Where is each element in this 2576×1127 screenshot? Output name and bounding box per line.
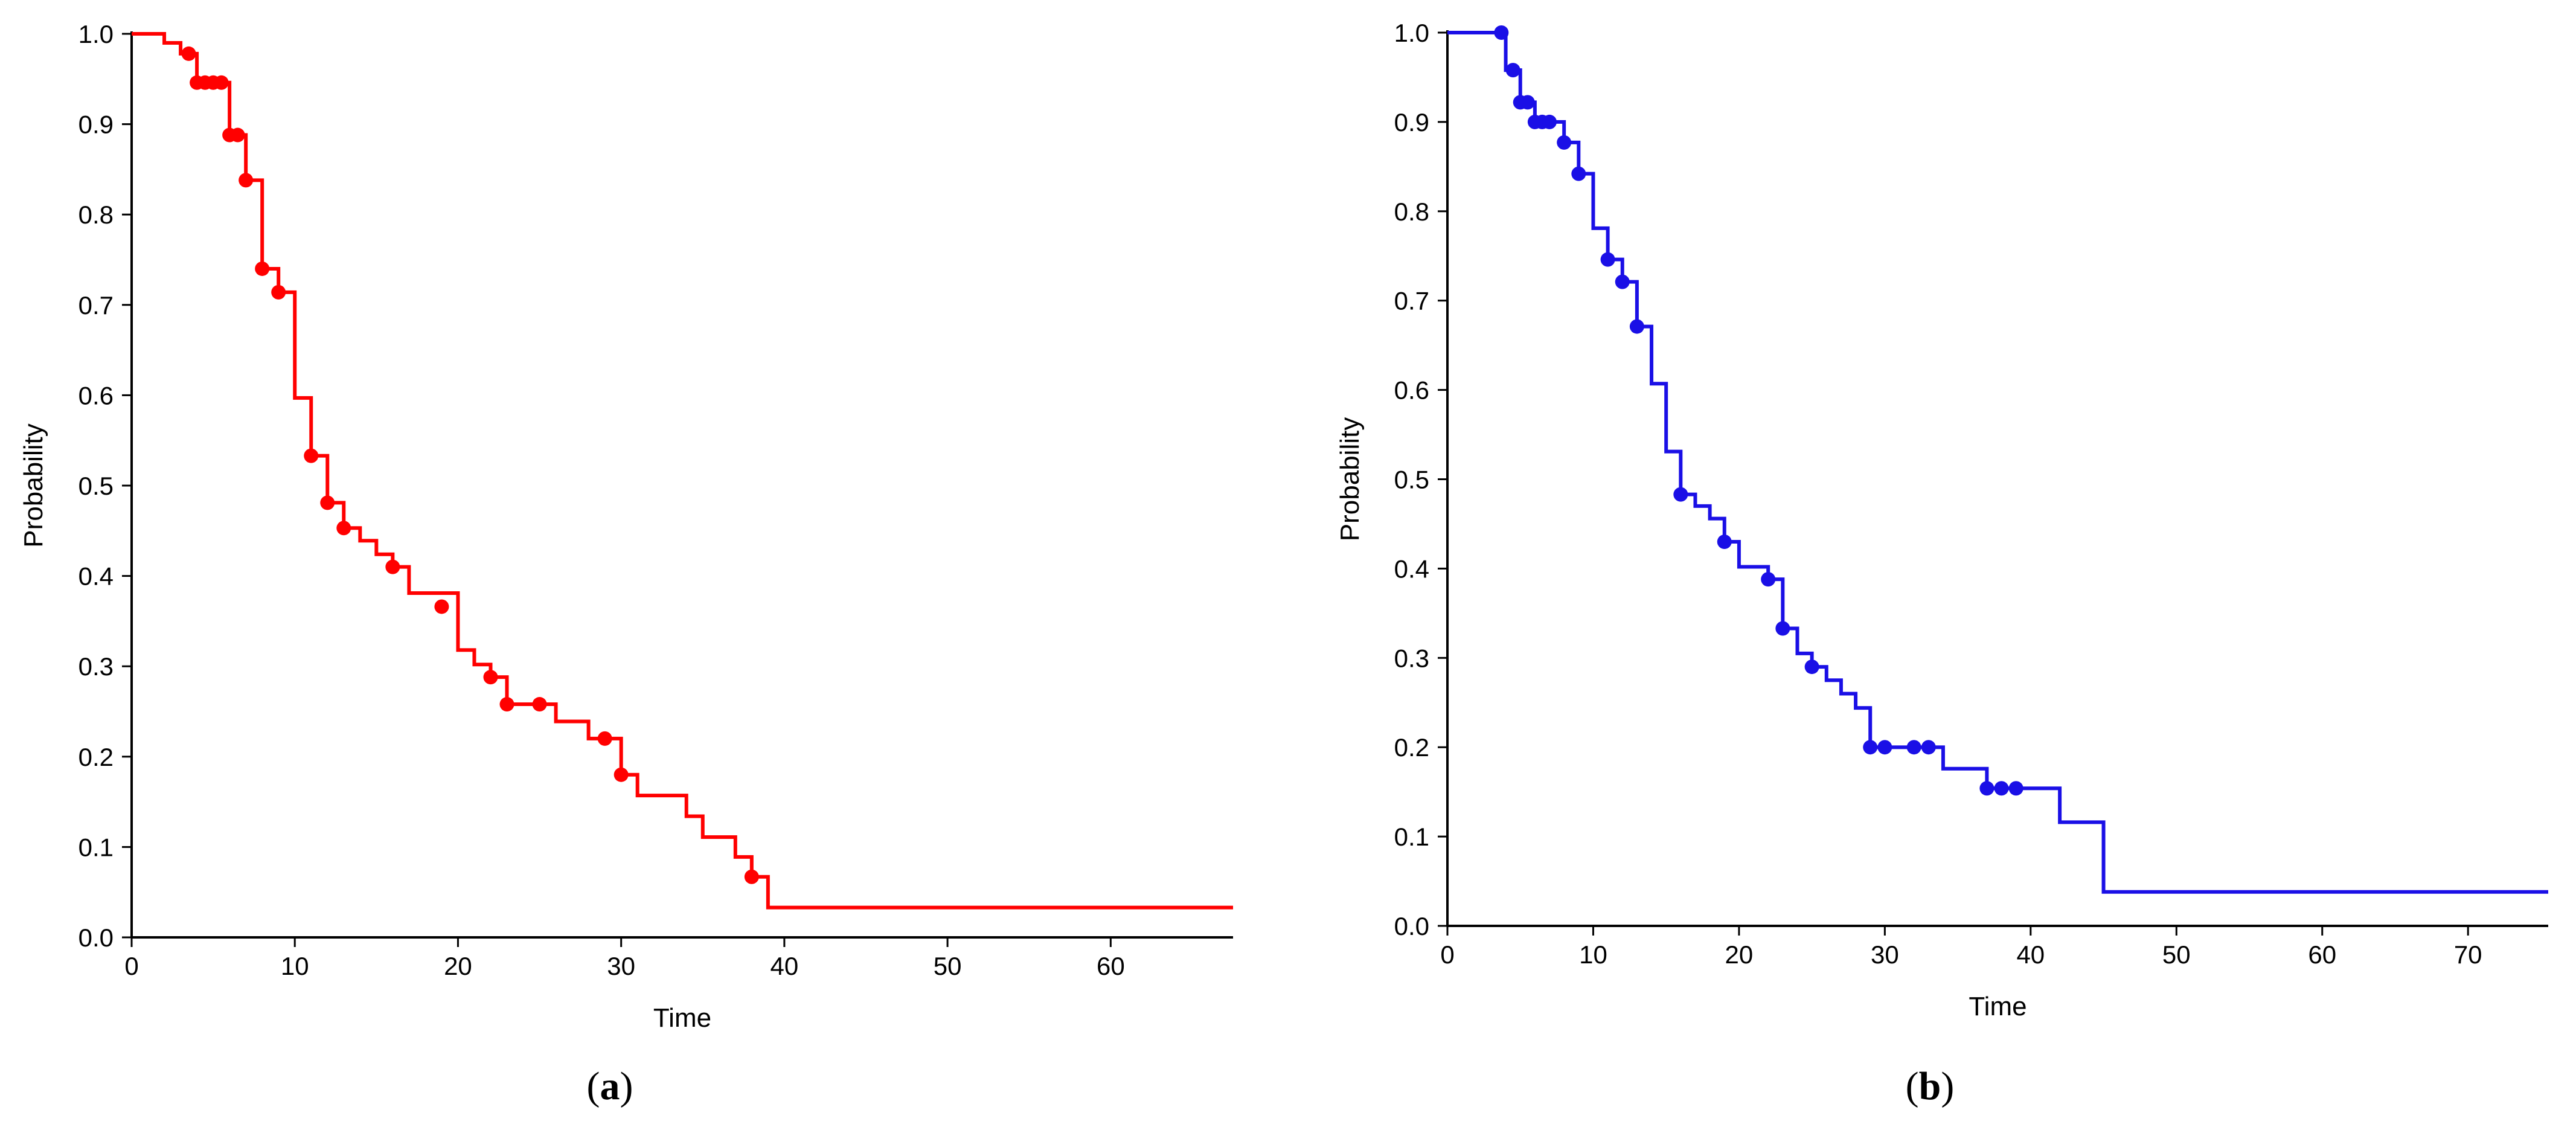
y-tick-label: 0.3 (78, 652, 114, 681)
censor-point (1520, 95, 1535, 110)
y-tick-label: 0.9 (78, 111, 114, 139)
censor-point (320, 495, 335, 510)
censor-point (1494, 25, 1509, 40)
censor-point (214, 75, 229, 90)
censor-point (1615, 274, 1630, 289)
censor-point (1979, 781, 1994, 796)
y-tick-label: 0.5 (78, 472, 114, 500)
x-tick-label: 60 (2308, 940, 2336, 969)
censor-point (483, 670, 498, 685)
y-tick-label: 0.8 (1394, 197, 1429, 226)
y-tick-label: 0.4 (1394, 554, 1429, 583)
y-tick-label: 0.3 (1394, 644, 1429, 672)
survival-step-line (132, 32, 1233, 910)
y-tick-label: 0.9 (1394, 108, 1429, 136)
y-tick-label: 1.0 (78, 20, 114, 48)
panel-a: 0.0 0.1 0.2 0.3 0.4 0.5 0.6 0.7 0.8 0.9 1.0 0 10 20 30… (19, 20, 1233, 1108)
x-tick-label: 10 (281, 952, 309, 980)
censor-point (1863, 740, 1878, 755)
x-tick-label: 20 (1725, 940, 1754, 969)
y-tick-label: 0.2 (78, 743, 114, 771)
censor-point (1557, 135, 1572, 150)
y-tick-label: 0.1 (78, 833, 114, 861)
censor-point (614, 767, 629, 782)
x-tick-label: 30 (607, 952, 635, 980)
caption-open-paren: ( (587, 1064, 600, 1108)
y-tick-label: 0.0 (1394, 912, 1429, 940)
y-tick-label: 0.4 (78, 562, 114, 591)
censor-point (1505, 63, 1520, 78)
caption-letter: a (600, 1064, 620, 1108)
censor-point (499, 697, 514, 712)
censor-point (385, 559, 400, 574)
censor-point (532, 697, 547, 712)
x-tick-label: 40 (2016, 940, 2045, 969)
censor-point (1600, 252, 1615, 267)
y-tick-label: 0.1 (1394, 823, 1429, 851)
x-tick-label: 70 (2454, 940, 2482, 969)
x-tick-label: 20 (444, 952, 472, 980)
censor-point (1571, 166, 1586, 181)
panel-caption: (b) (1906, 1064, 1955, 1108)
caption-close-paren: ) (1941, 1064, 1954, 1108)
x-axis-title: Time (653, 1003, 711, 1033)
censor-point (1775, 621, 1790, 636)
censor-point (1717, 535, 1732, 550)
caption-letter: b (1919, 1064, 1941, 1108)
censor-point (1906, 740, 1921, 755)
x-tick-label: 50 (934, 952, 962, 980)
panel-caption: (a) (587, 1064, 633, 1108)
survival-step-line (1447, 31, 2548, 894)
x-tick-label: 10 (1579, 940, 1607, 969)
y-tick-label: 0.7 (1394, 287, 1429, 315)
censor-point (336, 521, 351, 536)
y-tick-label: 1.0 (1394, 19, 1429, 47)
y-axis-title: Probability (1335, 417, 1365, 541)
censor-point (1542, 114, 1557, 129)
y-tick-label: 0.6 (1394, 376, 1429, 405)
censor-point (230, 127, 245, 143)
y-axis-title: Probability (19, 423, 48, 547)
x-tick-label: 0 (1440, 940, 1454, 969)
censor-point (1804, 660, 1819, 675)
censor-point (1673, 487, 1688, 502)
x-tick-label: 50 (2162, 940, 2191, 969)
censor-point (239, 173, 254, 188)
censor-point (744, 869, 759, 884)
caption-close-paren: ) (620, 1064, 633, 1108)
censor-point (255, 261, 270, 276)
y-tick-label: 0.8 (78, 201, 114, 229)
censor-point (1994, 781, 2009, 796)
censor-point (181, 46, 196, 61)
y-tick-label: 0.6 (78, 381, 114, 409)
censor-point (1629, 319, 1644, 334)
x-tick-label: 30 (1871, 940, 1899, 969)
x-tick-label: 40 (771, 952, 799, 980)
panel-b: 0.0 0.1 0.2 0.3 0.4 0.5 0.6 0.7 0.8 0.9 1.0 0 10 20 30… (1335, 19, 2548, 1108)
censor-point (434, 599, 449, 614)
censor-point (2008, 781, 2023, 796)
censor-point (1921, 740, 1936, 755)
censor-point (304, 448, 319, 463)
censor-point (1877, 740, 1892, 755)
y-tick-label: 0.7 (78, 291, 114, 319)
censor-point (597, 731, 612, 746)
x-axis-title: Time (1969, 992, 2027, 1021)
censor-point (271, 284, 286, 300)
censor-point (1761, 572, 1776, 587)
x-tick-label: 0 (124, 952, 138, 980)
x-tick-label: 60 (1097, 952, 1125, 980)
y-tick-label: 0.5 (1394, 466, 1429, 494)
y-tick-label: 0.2 (1394, 733, 1429, 762)
caption-open-paren: ( (1906, 1064, 1919, 1108)
y-tick-label: 0.0 (78, 923, 114, 952)
